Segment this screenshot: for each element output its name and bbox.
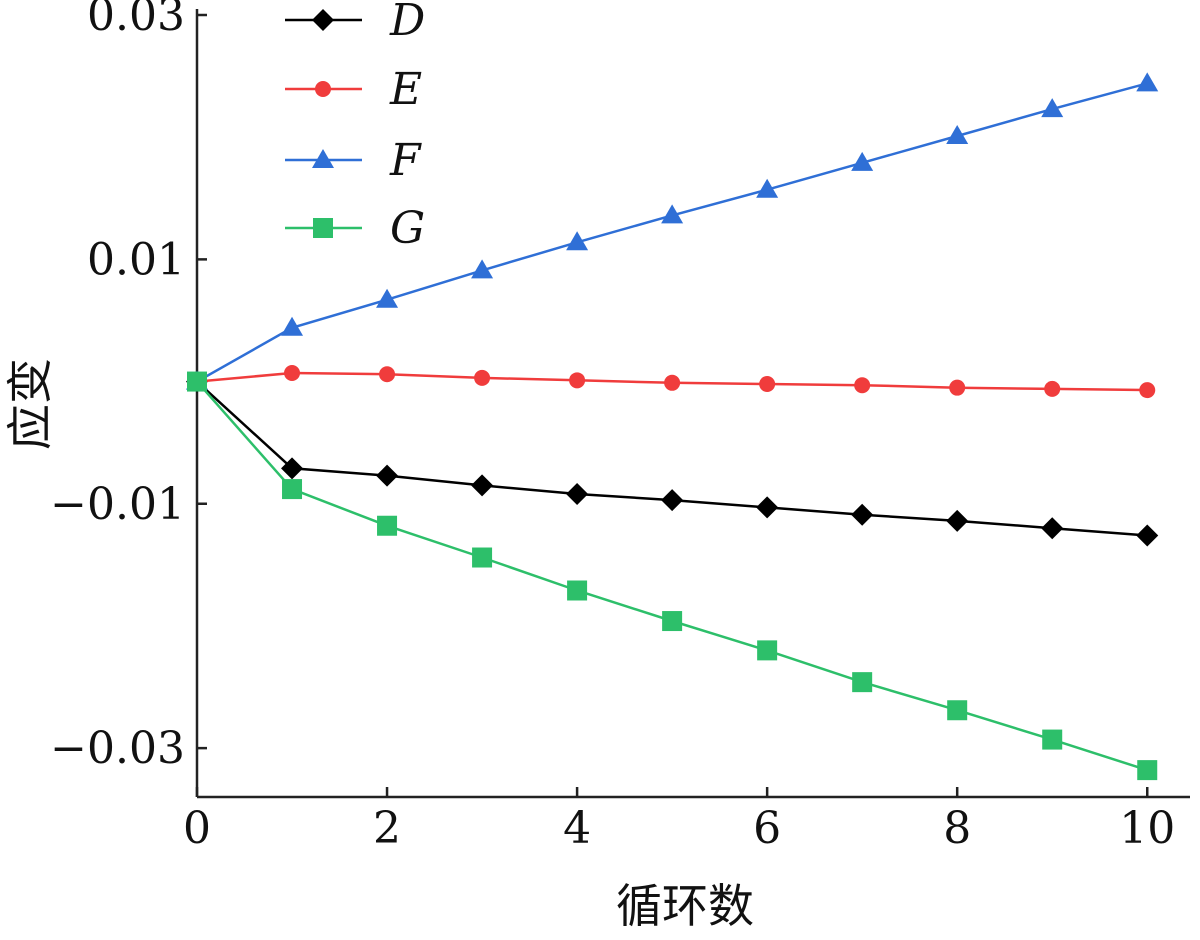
data-point-D — [376, 464, 399, 487]
data-point-G — [852, 672, 873, 693]
x-tick-label: 8 — [943, 803, 971, 854]
data-point-F — [1136, 72, 1159, 92]
x-tick-label: 6 — [753, 803, 781, 854]
x-tick-label: 2 — [373, 803, 401, 854]
legend-item-F: F — [285, 135, 422, 186]
data-point-F — [661, 204, 684, 224]
data-point-E — [379, 366, 396, 383]
series-group — [186, 72, 1159, 781]
data-point-G — [757, 640, 778, 661]
data-point-D — [851, 503, 874, 526]
data-point-F — [756, 178, 779, 198]
series-E — [189, 365, 1156, 399]
data-point-F — [851, 151, 874, 171]
data-point-E — [569, 372, 586, 389]
data-point-D — [946, 509, 969, 532]
x-tick-label: 0 — [183, 803, 211, 854]
y-tick-label: −0.01 — [50, 479, 185, 530]
data-point-D — [471, 474, 494, 497]
x-tick-label: 10 — [1119, 803, 1175, 854]
data-point-G — [1042, 729, 1063, 750]
data-point-F — [1041, 98, 1064, 118]
data-point-F — [376, 288, 399, 308]
series-line-F — [196, 82, 1148, 383]
data-point-E — [759, 376, 776, 393]
data-point-E — [854, 377, 871, 394]
data-point-E — [474, 369, 491, 386]
data-point-F — [946, 124, 969, 144]
legend-label-D: D — [389, 0, 425, 46]
legend-item-G: G — [285, 203, 425, 254]
data-point-F — [281, 316, 304, 336]
series-line-D — [196, 380, 1148, 537]
data-point-F — [471, 259, 494, 279]
data-point-G — [187, 371, 207, 392]
y-axis-label: 应变 — [3, 358, 57, 450]
data-point-G — [472, 547, 493, 568]
legend-marker-D — [312, 9, 334, 31]
x-axis-label: 循环数 — [616, 879, 754, 933]
y-tick-label: 0.01 — [87, 234, 185, 285]
legend-label-F: F — [389, 135, 422, 186]
legend-label-E: E — [389, 64, 422, 115]
legend-label-G: G — [390, 203, 425, 254]
data-point-E — [1139, 382, 1156, 399]
series-D — [186, 370, 1159, 547]
data-point-E — [664, 374, 681, 391]
legend-item-D: D — [285, 0, 425, 46]
data-point-G — [662, 611, 683, 632]
series-G — [187, 371, 1158, 781]
axes: 0 2 4 6 8 10 0.03 0.01 −0.01 −0.03 — [50, 0, 1190, 854]
data-point-G — [567, 580, 588, 601]
data-point-D — [1041, 517, 1064, 540]
data-point-G — [947, 700, 968, 721]
data-point-G — [282, 479, 303, 500]
data-point-G — [377, 515, 398, 536]
series-line-G — [196, 380, 1148, 772]
data-point-D — [756, 496, 779, 519]
data-point-E — [1044, 380, 1061, 397]
y-tick-label: −0.03 — [50, 723, 185, 774]
series-F — [186, 72, 1159, 390]
data-point-D — [281, 457, 304, 480]
data-point-D — [661, 489, 684, 512]
data-point-F — [566, 231, 589, 251]
y-tick-label: 0.03 — [87, 0, 185, 41]
legend-marker-F — [312, 149, 334, 168]
data-point-G — [1137, 760, 1158, 781]
data-point-D — [1136, 524, 1159, 547]
legend-item-E: E — [285, 64, 422, 115]
x-tick-label: 4 — [563, 803, 591, 854]
legend-marker-E — [315, 81, 331, 97]
data-point-D — [566, 482, 589, 505]
data-point-E — [949, 379, 966, 396]
legend-marker-G — [313, 218, 333, 238]
data-point-E — [284, 365, 301, 382]
